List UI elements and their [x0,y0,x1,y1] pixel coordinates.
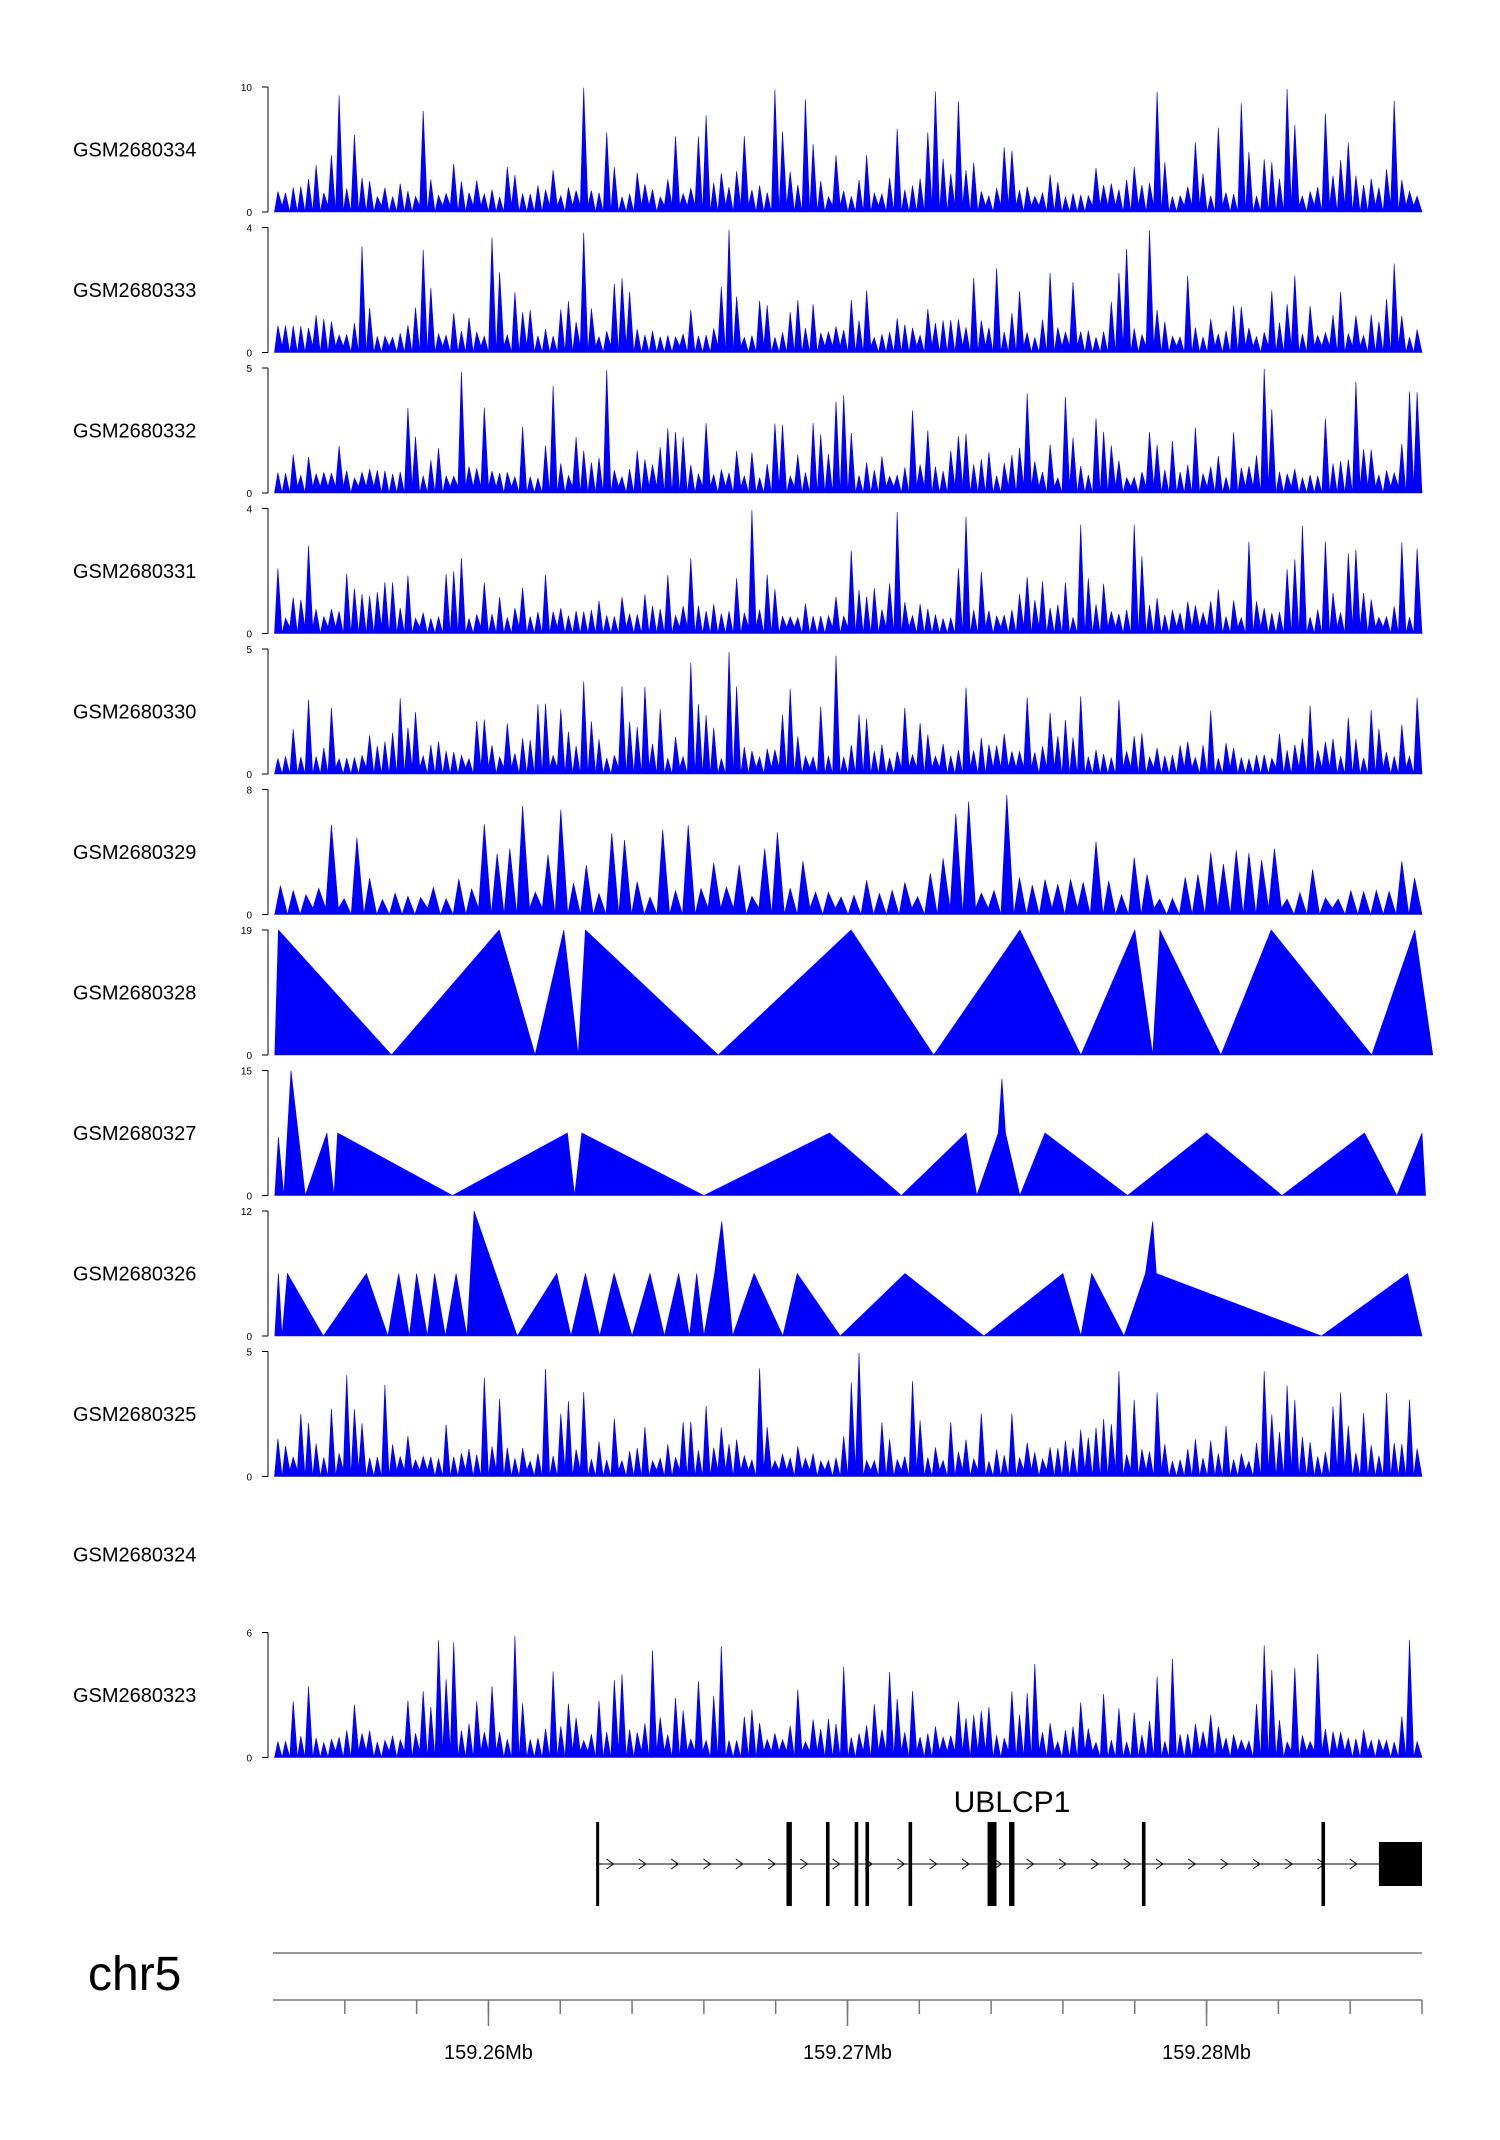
strand-arrow [1058,1858,1067,1870]
strand-arrow [1123,1858,1132,1870]
strand-arrow [1026,1858,1035,1870]
y-tick-label: 0 [246,1473,252,1484]
strand-arrow [994,1858,1003,1870]
track-label: GSM2680323 [73,1685,196,1707]
track-GSM2680333: GSM2680333 4 0 [73,224,1423,360]
coverage-area [274,1070,1426,1197]
track-label: GSM2680334 [73,140,196,162]
coverage-tracks: GSM2680334100GSM268033340GSM268033250GSM… [73,83,1434,1765]
gene-exon [987,1822,997,1906]
y-tick-label: 19 [241,926,253,937]
y-tick-label: 10 [241,83,253,94]
coverage-area [274,87,1423,213]
strand-arrow [832,1858,841,1870]
strand-arrow [703,1858,712,1870]
track-GSM2680327: GSM2680327 15 0 [73,1067,1426,1203]
strand-arrow [961,1858,970,1870]
strand-arrow [1090,1858,1100,1870]
track-label: GSM2680329 [73,842,196,864]
x-tick-label: 159.28Mb [1162,2042,1251,2064]
track-GSM2680324: GSM2680324 [73,1545,196,1567]
gene-exon [1141,1822,1146,1906]
strand-arrow [929,1858,938,1870]
track-GSM2680326: GSM2680326 12 0 [73,1207,1423,1343]
y-tick-label: 0 [246,911,252,922]
gene-label: UBLCP1 [954,1786,1071,1819]
gene-exon [1009,1822,1015,1906]
strand-arrow [735,1858,744,1870]
y-tick-label: 0 [246,349,252,360]
y-tick-label: 5 [246,1348,252,1359]
coverage-area [274,928,1434,1057]
coverage-area [274,229,1423,353]
y-tick-label: 4 [246,224,252,235]
coverage-area [274,795,1423,916]
chromosome-label: chr5 [88,1948,181,2001]
y-tick-label: 5 [246,645,252,656]
coverage-area [274,1352,1423,1477]
coverage-area [274,368,1423,494]
y-tick-label: 15 [241,1067,253,1078]
track-label: GSM2680328 [73,983,196,1005]
y-tick-label: 6 [246,1629,252,1640]
track-GSM2680325: GSM2680325 5 0 [73,1348,1423,1484]
track-label: GSM2680327 [73,1123,196,1145]
y-tick-label: 0 [246,630,252,641]
strand-arrow [1284,1858,1294,1870]
y-tick-label: 0 [246,208,252,219]
y-tick-label: 8 [246,786,252,797]
track-GSM2680328: GSM2680328 19 0 [73,926,1434,1062]
gene-exon [1378,1842,1422,1886]
x-tick-label: 159.27Mb [803,2042,892,2064]
strand-arrow [1252,1858,1261,1870]
track-label: GSM2680332 [73,421,196,443]
strand-arrow [1187,1858,1197,1870]
track-GSM2680334: GSM2680334 10 0 [73,83,1423,219]
gene-exon [1321,1822,1326,1906]
gene-exon [596,1822,600,1906]
track-label: GSM2680331 [73,561,196,583]
y-tick-label: 0 [246,1754,252,1765]
y-tick-label: 4 [246,505,252,516]
strand-arrow [1220,1858,1229,1870]
gene-exon [825,1822,830,1906]
strand-arrow [767,1858,776,1870]
track-GSM2680323: GSM2680323 6 0 [73,1629,1423,1765]
strand-arrow [897,1858,906,1870]
strand-arrow [638,1858,647,1870]
track-label: GSM2680333 [73,280,196,302]
gene-annotation-track: UBLCP1 [596,1786,1422,1906]
track-GSM2680331: GSM2680331 4 0 [73,505,1423,641]
coverage-area [274,1635,1423,1758]
track-label: GSM2680324 [73,1545,196,1567]
y-tick-label: 0 [246,1051,252,1062]
gene-exon [908,1822,913,1906]
strand-arrow [606,1858,615,1870]
y-tick-label: 0 [246,1192,252,1203]
y-tick-label: 0 [246,1332,252,1343]
strand-arrow [1349,1858,1358,1870]
gene-exon [865,1822,870,1906]
strand-arrow [800,1858,809,1870]
x-tick-label: 159.26Mb [444,2042,533,2064]
track-GSM2680329: GSM2680329 8 0 [73,786,1423,922]
track-label: GSM2680330 [73,702,196,724]
coverage-area [274,1210,1423,1338]
coverage-area [274,510,1423,634]
y-tick-label: 0 [246,489,252,500]
coverage-area [274,652,1423,775]
y-tick-label: 5 [246,364,252,375]
genome-axis-track: chr5 159.26Mb 159.27Mb 159.28Mb [88,1948,1423,2064]
gene-exon [786,1822,792,1906]
y-tick-label: 0 [246,770,252,781]
y-tick-label: 12 [241,1207,253,1218]
gene-exon [854,1822,859,1906]
track-label: GSM2680326 [73,1264,196,1286]
track-GSM2680330: GSM2680330 5 0 [73,645,1423,781]
track-label: GSM2680325 [73,1404,196,1426]
strand-arrow [1155,1858,1164,1870]
track-GSM2680332: GSM2680332 5 0 [73,364,1423,500]
strand-arrow [670,1858,680,1870]
